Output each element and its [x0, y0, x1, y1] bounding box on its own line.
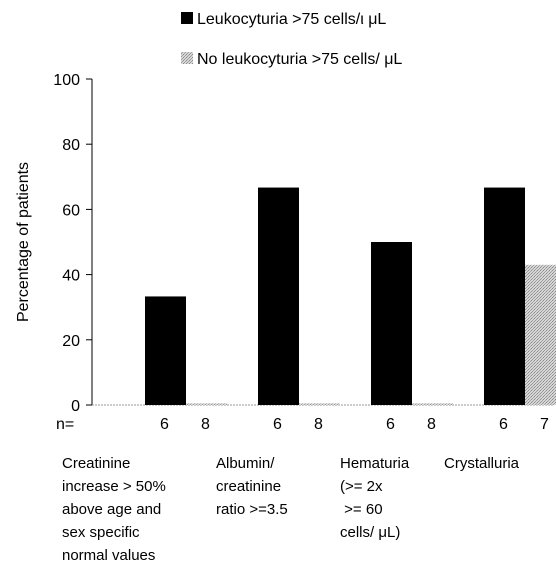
bars — [145, 187, 556, 405]
y-tick-label-60: 60 — [62, 202, 80, 219]
n-label-leukocyturia-3: 6 — [499, 416, 508, 433]
n-label-leukocyturia-2: 6 — [386, 416, 395, 433]
legend-swatch-leukocyturia — [181, 12, 193, 24]
bar-no-leukocyturia-0 — [186, 403, 227, 405]
y-tick-label-20: 20 — [62, 333, 80, 350]
category-label-line: above age and — [62, 501, 161, 518]
bar-no-leukocyturia-2 — [412, 403, 453, 405]
category-label-line: Crystalluria — [444, 455, 520, 472]
y-tick-label-80: 80 — [62, 137, 80, 154]
category-label-line: Creatinine — [62, 455, 130, 472]
n-label-no-leukocyturia-1: 8 — [314, 416, 323, 433]
n-label-no-leukocyturia-0: 8 — [201, 416, 210, 433]
category-label-2: Hematuria (>= 2x >= 60 cells/ μL) — [340, 455, 410, 541]
category-labels: Creatinine increase > 50% above age and sex… — [62, 455, 520, 564]
category-label-line: normal values — [62, 547, 155, 564]
legend: Leukocyturia >75 cells/ι μL No leukocytu… — [181, 11, 402, 68]
category-label-1: Albumin/creatinine ratio >=3.5 — [216, 455, 288, 518]
category-label-line: Albumin/ — [216, 455, 275, 472]
category-label-0: Creatinine increase > 50% above age and sex… — [62, 455, 166, 564]
legend-label-leukocyturia: Leukocyturia >75 cells/ι μL — [197, 11, 386, 28]
category-label-3: Crystalluria — [444, 455, 520, 472]
bar-no-leukocyturia-3 — [525, 264, 556, 405]
y-axis-label: Percentage of patients — [15, 162, 32, 322]
legend-swatch-no-leukocyturia — [181, 52, 193, 64]
bar-no-leukocyturia-1 — [299, 403, 340, 405]
bar-leukocyturia-3 — [484, 187, 525, 405]
category-label-line: Hematuria — [340, 455, 410, 472]
bar-leukocyturia-2 — [371, 242, 412, 405]
n-labels: 6 6 6 6 8 8 8 7 — [160, 416, 549, 433]
category-label-line: >= 60 — [340, 501, 383, 518]
category-label-line: increase > 50% — [62, 478, 166, 495]
y-tick-label-40: 40 — [62, 268, 80, 285]
n-label-no-leukocyturia-2: 8 — [427, 416, 436, 433]
n-label-leukocyturia-0: 6 — [160, 416, 169, 433]
category-label-line: (>= 2x — [340, 478, 383, 495]
n-label-no-leukocyturia-3: 7 — [540, 416, 549, 433]
bar-leukocyturia-1 — [258, 187, 299, 405]
category-label-line: creatinine — [216, 478, 281, 495]
legend-label-no-leukocyturia: No leukocyturia >75 cells/ μL — [197, 51, 402, 68]
category-label-line: sex specific — [62, 524, 140, 541]
category-label-line: ratio >=3.5 — [216, 501, 288, 518]
category-label-line: cells/ μL) — [340, 524, 400, 541]
y-tick-label-100: 100 — [53, 72, 80, 89]
n-label-leukocyturia-1: 6 — [273, 416, 282, 433]
y-tick-label-0: 0 — [71, 398, 80, 415]
bar-leukocyturia-0 — [145, 296, 186, 405]
y-ticks: 0 20 40 60 80 100 — [53, 72, 92, 415]
n-prefix-label: n= — [56, 416, 74, 433]
